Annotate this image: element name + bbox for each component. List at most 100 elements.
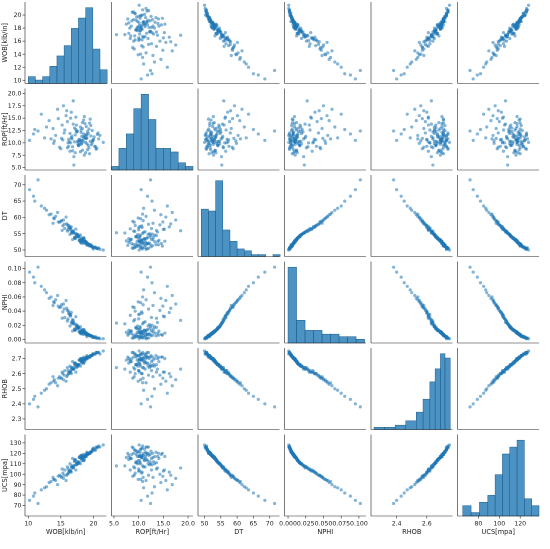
histogram-bar-NPHI [338, 336, 348, 344]
scatter-point [263, 402, 267, 406]
scatter-point [294, 25, 299, 30]
scatter-point [289, 123, 294, 128]
histogram-bar-DT [236, 248, 245, 257]
scatter-point [513, 25, 517, 30]
scatter-point [263, 270, 267, 274]
scatter-point [348, 194, 353, 198]
scatter-point [431, 137, 435, 141]
scatter-point [70, 145, 75, 149]
y-tick-label: 55 [14, 231, 22, 238]
scatter-point [441, 242, 446, 246]
x-tick-label: 120 [514, 521, 526, 528]
scatter-point [61, 224, 65, 228]
scatter-point [156, 239, 160, 244]
panel-ROP-vs-RHOB [370, 88, 453, 171]
scatter-point [328, 479, 333, 484]
scatter-point [422, 145, 426, 149]
scatter-point [89, 134, 93, 138]
scatter-point [151, 375, 155, 379]
scatter-point [148, 242, 152, 246]
scatter-point [420, 45, 424, 49]
scatter-point [156, 451, 161, 455]
scatter-point [139, 188, 143, 192]
scatter-point [156, 243, 161, 247]
scatter-point [212, 140, 216, 144]
scatter-point [293, 140, 297, 144]
histogram-bar-ROP [133, 108, 142, 171]
scatter-point [101, 140, 105, 144]
scatter-point [56, 474, 60, 478]
scatter-point [127, 332, 131, 336]
scatter-point [174, 43, 178, 47]
histogram-bar-WOB [28, 76, 36, 84]
scatter-point [170, 483, 174, 487]
x-tick-label: 100 [493, 521, 505, 528]
scatter-point [132, 305, 136, 310]
scatter-point [478, 281, 483, 285]
scatter-point [501, 227, 506, 231]
scatter-point [213, 148, 217, 152]
x-axis-label-UCS: UCS[mpa] [482, 528, 515, 536]
scatter-point [124, 455, 128, 460]
scatter-point [441, 451, 446, 455]
scatter-point [154, 334, 158, 338]
scatter-point [63, 315, 67, 320]
scatter-point [44, 387, 49, 391]
scatter-point [134, 460, 138, 464]
scatter-point [211, 22, 215, 26]
scatter-point [501, 36, 506, 41]
scatter-point [150, 394, 154, 398]
scatter-point [130, 246, 134, 250]
scatter-point [205, 144, 209, 148]
scatter-point [217, 364, 222, 368]
scatter-point [435, 23, 440, 27]
scatter-point [494, 136, 498, 140]
scatter-point [416, 133, 420, 138]
scatter-point [321, 136, 325, 140]
scatter-point [139, 52, 143, 56]
scatter-point [70, 464, 74, 468]
scatter-point [52, 139, 56, 143]
scatter-point [405, 65, 409, 69]
scatter-point [215, 32, 219, 36]
scatter-point [127, 240, 131, 245]
scatter-point [319, 376, 323, 380]
scatter-point [513, 359, 517, 364]
scatter-point [405, 204, 409, 208]
scatter-point [240, 107, 244, 111]
scatter-point [310, 227, 314, 231]
x-tick-label: 15 [57, 521, 65, 528]
scatter-point [139, 217, 143, 221]
scatter-point [142, 206, 146, 210]
scatter-point [416, 137, 420, 141]
scatter-point [39, 488, 43, 492]
scatter-point [520, 141, 524, 145]
scatter-point [151, 460, 156, 464]
scatter-point [487, 210, 491, 215]
scatter-point [130, 336, 134, 340]
scatter-point [273, 265, 277, 269]
scatter-point [238, 137, 242, 141]
scatter-point [246, 284, 251, 288]
y-tick-label: 20 [14, 12, 22, 19]
scatter-point [299, 364, 303, 368]
scatter-point [94, 147, 98, 151]
scatter-point [86, 143, 90, 147]
scatter-point [149, 14, 153, 18]
histogram-bar-DT [222, 229, 231, 257]
scatter-point [156, 355, 161, 359]
scatter-point [437, 329, 441, 333]
scatter-point [82, 454, 86, 459]
panel-WOB-vs-NPHI [284, 2, 366, 84]
scatter-point [36, 501, 40, 506]
scatter-point [490, 137, 494, 141]
x-tick-label: 0.100 [350, 521, 368, 528]
scatter-point [169, 40, 173, 44]
scatter-point [501, 313, 506, 317]
scatter-point [518, 242, 522, 246]
scatter-point [213, 34, 217, 38]
scatter-point [446, 8, 450, 13]
scatter-point [128, 468, 132, 472]
scatter-point [213, 128, 217, 132]
scatter-point [330, 49, 334, 53]
